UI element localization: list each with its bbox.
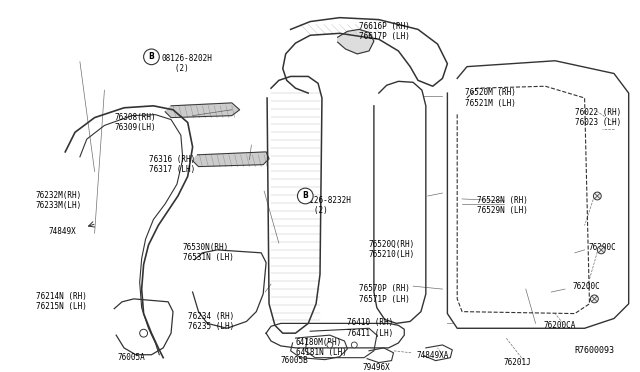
Text: 76616P (RH)
76617P (LH): 76616P (RH) 76617P (LH) <box>359 22 410 41</box>
Text: 79496X: 79496X <box>362 363 390 372</box>
Text: 76308(RH)
76309(LH): 76308(RH) 76309(LH) <box>114 113 156 132</box>
Text: 76005B: 76005B <box>281 356 308 365</box>
Text: B: B <box>303 192 308 201</box>
Circle shape <box>298 188 313 204</box>
Text: 08126-8232H
   (2): 08126-8232H (2) <box>300 196 351 215</box>
Text: 74849XA: 74849XA <box>416 351 449 360</box>
Text: B: B <box>148 52 154 61</box>
Text: 74849X: 74849X <box>49 227 76 236</box>
Text: 64180M(RH)
64181N (LH): 64180M(RH) 64181N (LH) <box>296 338 346 357</box>
Text: 76520M (RH)
76521M (LH): 76520M (RH) 76521M (LH) <box>465 88 516 108</box>
Polygon shape <box>338 29 374 54</box>
Circle shape <box>143 49 159 65</box>
Circle shape <box>593 192 601 200</box>
Text: 76520Q(RH)
765210(LH): 76520Q(RH) 765210(LH) <box>369 240 415 260</box>
Text: R7600093: R7600093 <box>574 346 614 355</box>
Text: 76570P (RH)
76571P (LH): 76570P (RH) 76571P (LH) <box>359 284 410 304</box>
Circle shape <box>351 342 357 348</box>
Circle shape <box>591 295 598 303</box>
Polygon shape <box>193 152 269 167</box>
Text: 76316 (RH)
76317 (LH): 76316 (RH) 76317 (LH) <box>148 155 195 174</box>
Text: 76530N(RH)
76531N (LH): 76530N(RH) 76531N (LH) <box>183 243 234 262</box>
Text: 76200C: 76200C <box>573 282 600 291</box>
Polygon shape <box>165 103 239 118</box>
Text: 76232M(RH)
76233M(LH): 76232M(RH) 76233M(LH) <box>36 191 82 211</box>
Text: 76022 (RH)
76023 (LH): 76022 (RH) 76023 (LH) <box>575 108 621 127</box>
Text: 08126-8202H
   (2): 08126-8202H (2) <box>161 54 212 73</box>
Text: 76410 (RH)
76411 (LH): 76410 (RH) 76411 (LH) <box>348 318 394 338</box>
Circle shape <box>327 342 333 348</box>
Circle shape <box>597 246 605 254</box>
Text: 76200C: 76200C <box>589 243 616 252</box>
Text: 76201J: 76201J <box>503 358 531 367</box>
Text: 76528N (RH)
76529N (LH): 76528N (RH) 76529N (LH) <box>477 196 527 215</box>
Circle shape <box>140 329 148 337</box>
Text: 76005A: 76005A <box>118 353 146 362</box>
Text: 76214N (RH)
76215N (LH): 76214N (RH) 76215N (LH) <box>36 292 86 311</box>
Text: 76200CA: 76200CA <box>543 321 576 330</box>
Text: 76234 (RH)
76235 (LH): 76234 (RH) 76235 (LH) <box>188 312 234 331</box>
